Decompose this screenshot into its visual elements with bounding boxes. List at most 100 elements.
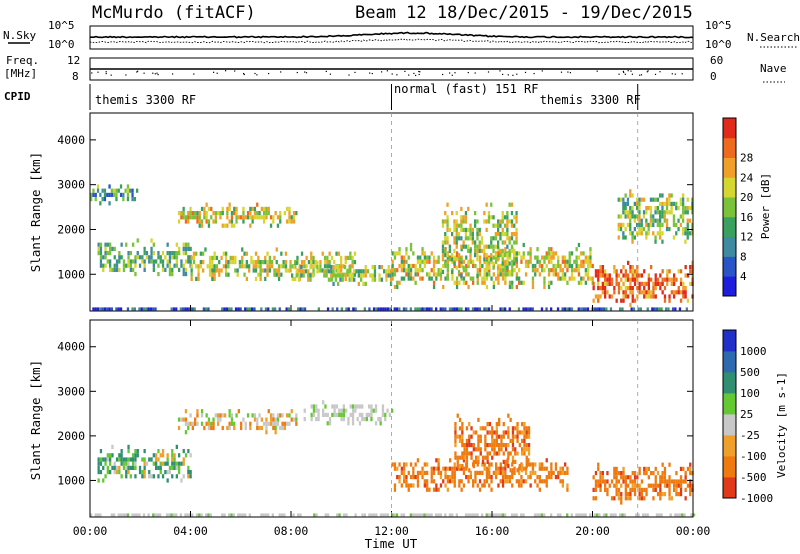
echo-cell xyxy=(403,259,406,264)
echo-cell xyxy=(580,259,583,264)
echo-cell xyxy=(495,451,498,456)
echo-cell xyxy=(129,474,132,479)
echo-cell xyxy=(456,459,459,464)
echo-cell xyxy=(351,412,355,417)
echo-cell xyxy=(472,479,475,484)
echo-cell xyxy=(187,211,190,216)
nave-dot xyxy=(640,74,643,76)
echo-cell xyxy=(493,451,496,456)
echo-cell xyxy=(458,466,461,471)
echo-cell xyxy=(468,451,471,456)
colorbar-tick-label: 16 xyxy=(740,211,753,224)
echo-cell xyxy=(113,263,116,268)
echo-cell xyxy=(613,290,616,295)
echo-cell xyxy=(97,251,100,256)
echo-cell xyxy=(629,475,632,480)
echo-cell xyxy=(454,438,457,443)
echo-cell xyxy=(689,492,692,497)
echo-cell xyxy=(597,466,600,471)
echo-cell xyxy=(243,251,246,256)
echo-cell xyxy=(511,468,515,473)
echo-cell xyxy=(292,417,296,422)
echo-cell xyxy=(274,211,277,216)
echo-cell xyxy=(354,408,357,413)
echo-cell xyxy=(515,272,518,277)
nave-dot xyxy=(627,70,629,72)
echo-cell xyxy=(484,447,487,452)
echo-cell xyxy=(636,286,639,291)
colorbar-tick-label: -1000 xyxy=(740,492,773,505)
echo-cell xyxy=(386,408,389,413)
echo-cell xyxy=(195,264,198,269)
echo-cell xyxy=(638,218,641,223)
echo-cell xyxy=(228,206,231,211)
echo-cell xyxy=(180,215,183,220)
echo-cell xyxy=(97,457,100,462)
echo-cell xyxy=(514,434,517,439)
echo-cell xyxy=(453,263,456,269)
echo-cell xyxy=(233,421,236,426)
echo-cell xyxy=(493,447,496,452)
echo-cell xyxy=(457,232,461,237)
echo-cell xyxy=(455,307,458,311)
echo-cell xyxy=(686,235,689,240)
echo-cell xyxy=(622,466,625,471)
colorbar-tick-label: 100 xyxy=(740,387,760,400)
echo-cell xyxy=(453,307,456,311)
echo-cell xyxy=(645,281,648,286)
echo-cell xyxy=(679,479,683,484)
echo-cell xyxy=(659,475,662,480)
echo-cell xyxy=(638,466,641,471)
echo-cell xyxy=(601,286,604,291)
echo-cell xyxy=(292,211,296,216)
echo-cell xyxy=(448,307,452,311)
echo-cell xyxy=(389,307,392,311)
echo-cell xyxy=(485,227,488,232)
echo-cell xyxy=(361,513,364,517)
echo-cell xyxy=(182,307,185,311)
echo-cell xyxy=(187,470,190,475)
nave-dot xyxy=(386,70,388,72)
echo-cell xyxy=(263,211,266,216)
echo-cell xyxy=(474,219,477,224)
echo-cell xyxy=(414,462,417,467)
echo-cell xyxy=(461,426,464,431)
echo-cell xyxy=(336,513,339,517)
nave-dot xyxy=(630,70,632,72)
echo-cell xyxy=(604,487,607,492)
echo-cell xyxy=(258,215,261,220)
echo-cell xyxy=(298,268,301,273)
echo-cell xyxy=(246,307,249,311)
echo-cell xyxy=(244,307,247,311)
echo-cell xyxy=(570,513,573,517)
echo-cell xyxy=(522,307,525,311)
echo-cell xyxy=(599,273,602,278)
echo-cell xyxy=(467,307,470,311)
colorbar-swatch xyxy=(723,456,736,478)
echo-cell xyxy=(444,253,447,258)
echo-cell xyxy=(487,211,491,216)
echo-cell xyxy=(647,294,650,299)
echo-cell xyxy=(377,417,380,422)
echo-cell xyxy=(202,260,205,265)
echo-cell xyxy=(177,219,181,224)
echo-cell xyxy=(656,277,660,282)
echo-cell xyxy=(566,268,569,273)
echo-cell xyxy=(189,246,192,251)
echo-cell xyxy=(465,268,468,273)
echo-cell xyxy=(674,513,677,517)
echo-cell xyxy=(157,251,160,256)
echo-cell xyxy=(513,470,516,475)
nave-dot xyxy=(193,73,195,75)
echo-cell xyxy=(461,430,464,435)
echo-cell xyxy=(342,417,345,422)
echo-cell xyxy=(200,513,203,517)
echo-cell xyxy=(684,239,687,244)
echo-cell xyxy=(127,444,130,449)
echo-cell xyxy=(189,206,192,211)
echo-cell xyxy=(293,265,296,270)
echo-cell xyxy=(334,277,337,282)
echo-cell xyxy=(652,222,655,227)
echo-cell xyxy=(599,294,602,299)
echo-cell xyxy=(460,259,463,264)
